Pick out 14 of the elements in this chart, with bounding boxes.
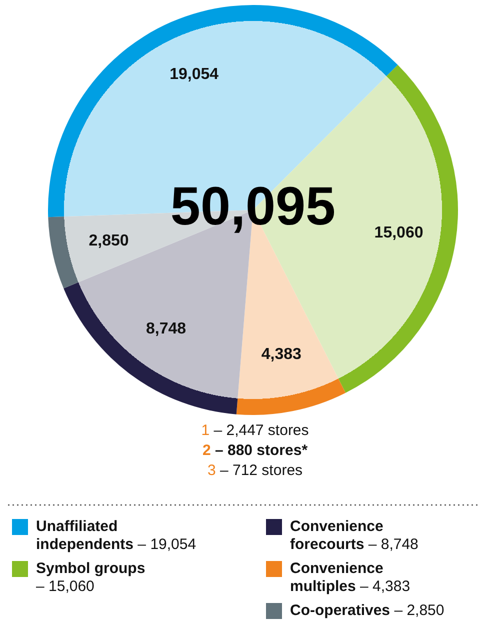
legend-label: Convenience multiples – 4,383 <box>290 560 410 595</box>
text: 2 – 880 stores* <box>202 442 308 459</box>
legend-label: Symbol groups – 15,060 <box>36 560 146 595</box>
legend-label: Convenience forecourts – 8,748 <box>290 518 418 553</box>
text: 50,095 <box>170 176 336 236</box>
legend-label: Co-operatives – 2,850 <box>290 602 444 619</box>
text: 3 – 712 stores <box>207 462 303 479</box>
data-label: 4,383 <box>261 346 302 364</box>
data-label: 15,060 <box>374 224 424 242</box>
text: 1 – 2,447 stores <box>201 422 309 439</box>
data-label: 2,850 <box>88 232 129 250</box>
legend-label: Unaffiliated independents – 19,054 <box>36 518 196 553</box>
data-label: 8,748 <box>146 320 186 338</box>
data-label: 19,054 <box>170 66 219 83</box>
